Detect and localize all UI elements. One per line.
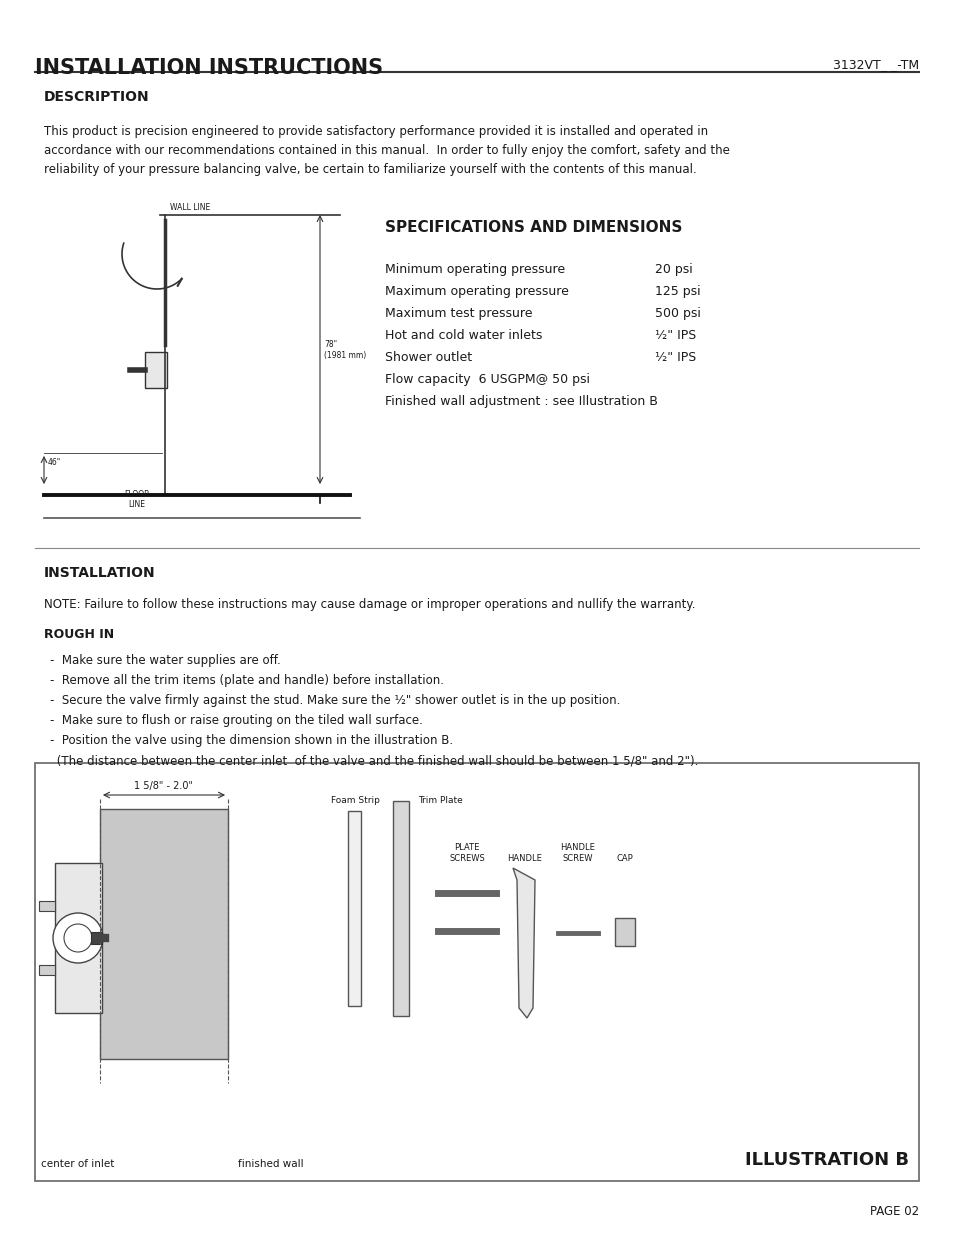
Bar — [39, 965, 55, 974]
Text: finished wall: finished wall — [237, 1158, 303, 1170]
Text: (The distance between the center inlet  of the valve and the finished wall shoul: (The distance between the center inlet o… — [53, 755, 698, 767]
Text: 1 5/8" - 2.0": 1 5/8" - 2.0" — [134, 781, 193, 790]
Polygon shape — [513, 868, 535, 1018]
Circle shape — [53, 913, 103, 963]
Bar — [100, 809, 228, 1058]
Text: -  Make sure the water supplies are off.: - Make sure the water supplies are off. — [50, 655, 280, 667]
Bar — [348, 811, 360, 1007]
Text: 78"
(1981 mm): 78" (1981 mm) — [324, 341, 366, 359]
Text: -  Remove all the trim items (plate and handle) before installation.: - Remove all the trim items (plate and h… — [50, 674, 443, 687]
Text: Finished wall adjustment : see Illustration B: Finished wall adjustment : see Illustrat… — [385, 395, 658, 408]
Text: INSTALLATION INSTRUCTIONS: INSTALLATION INSTRUCTIONS — [35, 58, 383, 78]
Text: Flow capacity  6 USGPM@ 50 psi: Flow capacity 6 USGPM@ 50 psi — [385, 373, 589, 387]
Text: 125 psi: 125 psi — [655, 285, 700, 298]
Bar — [35, 763, 918, 1181]
Text: Foam Strip: Foam Strip — [331, 797, 379, 805]
Text: CAP: CAP — [616, 853, 633, 863]
Bar — [39, 902, 55, 911]
Bar — [145, 352, 167, 388]
Bar — [55, 863, 102, 1013]
Text: Maximum operating pressure: Maximum operating pressure — [385, 285, 568, 298]
Text: NOTE: Failure to follow these instructions may cause damage or improper operatio: NOTE: Failure to follow these instructio… — [44, 598, 695, 611]
Text: ½" IPS: ½" IPS — [655, 351, 696, 364]
Bar — [91, 932, 102, 944]
Bar — [393, 802, 409, 1016]
Text: DESCRIPTION: DESCRIPTION — [44, 90, 150, 104]
Text: This product is precision engineered to provide satisfactory performance provide: This product is precision engineered to … — [44, 125, 729, 177]
Text: PAGE 02: PAGE 02 — [869, 1205, 918, 1218]
Text: Shower outlet: Shower outlet — [385, 351, 472, 364]
Text: -  Secure the valve firmly against the stud. Make sure the ½" shower outlet is i: - Secure the valve firmly against the st… — [50, 694, 619, 706]
Text: Trim Plate: Trim Plate — [417, 797, 462, 805]
Text: HANDLE: HANDLE — [507, 853, 542, 863]
Bar — [615, 918, 635, 946]
Text: SPECIFICATIONS AND DIMENSIONS: SPECIFICATIONS AND DIMENSIONS — [385, 220, 681, 235]
Text: WALL LINE: WALL LINE — [170, 203, 210, 212]
Text: 3132VT_ _-TM: 3132VT_ _-TM — [832, 58, 918, 70]
Text: ILLUSTRATION B: ILLUSTRATION B — [744, 1151, 908, 1170]
Text: Hot and cold water inlets: Hot and cold water inlets — [385, 329, 542, 342]
Text: 20 psi: 20 psi — [655, 263, 692, 275]
Text: INSTALLATION: INSTALLATION — [44, 566, 155, 580]
Text: -  Position the valve using the dimension shown in the illustration B.: - Position the valve using the dimension… — [50, 734, 453, 747]
Text: -  Make sure to flush or raise grouting on the tiled wall surface.: - Make sure to flush or raise grouting o… — [50, 714, 422, 727]
Text: FLOOR
LINE: FLOOR LINE — [124, 490, 150, 509]
Text: 46": 46" — [48, 458, 61, 467]
Text: 500 psi: 500 psi — [655, 308, 700, 320]
Circle shape — [64, 924, 91, 952]
Text: center of inlet: center of inlet — [41, 1158, 114, 1170]
Text: ½" IPS: ½" IPS — [655, 329, 696, 342]
Text: HANDLE
SCREW: HANDLE SCREW — [560, 844, 595, 863]
Text: Minimum operating pressure: Minimum operating pressure — [385, 263, 564, 275]
Text: PLATE
SCREWS: PLATE SCREWS — [449, 844, 484, 863]
Text: ROUGH IN: ROUGH IN — [44, 629, 114, 641]
Text: Maximum test pressure: Maximum test pressure — [385, 308, 532, 320]
